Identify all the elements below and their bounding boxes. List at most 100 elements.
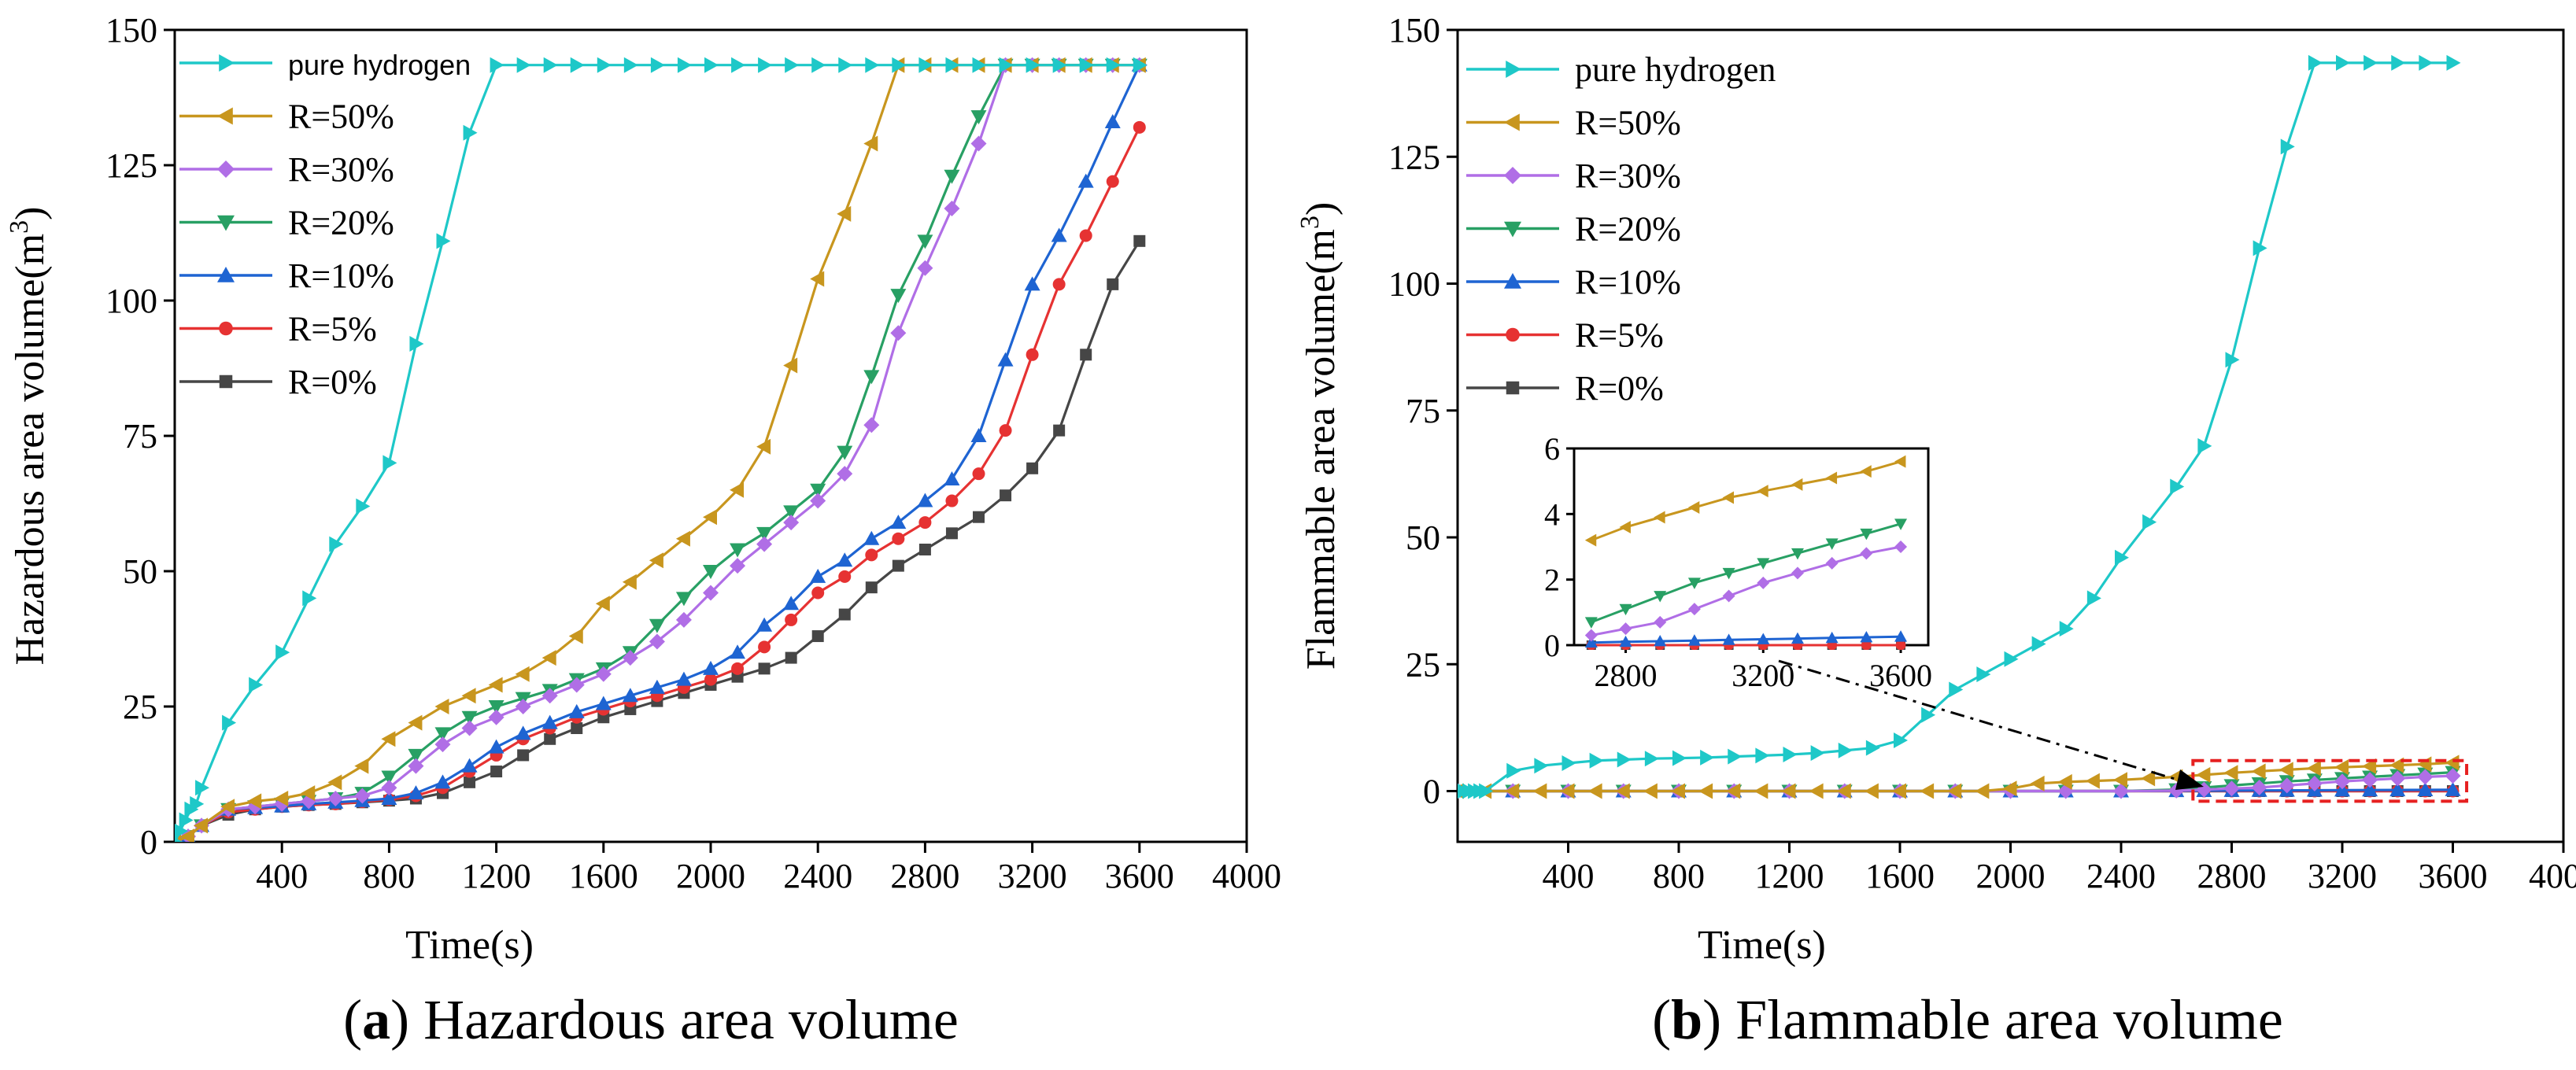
data-point-pure-hydrogen (179, 812, 194, 828)
data-point-r-0 (1080, 349, 1092, 361)
legend-label-r-0: R=0% (1575, 369, 1664, 408)
data-point-r-0 (544, 732, 556, 745)
data-point-r-10 (2334, 782, 2350, 797)
x-tick-label: 1600 (569, 857, 638, 895)
data-point-r-30 (2389, 770, 2406, 787)
legend: pure hydrogen R=50% R=30% R=20% R=10% R=5% R=0… (179, 49, 471, 401)
data-point-pure-hydrogen (175, 837, 183, 842)
data-point-r-30 (354, 788, 371, 804)
data-point-r-10 (837, 552, 853, 567)
x-tick-label: 3600 (2419, 857, 2488, 895)
inset-x-tick-label: 3600 (1869, 658, 1932, 693)
data-point-r-10 (2389, 782, 2406, 797)
x-tick-label: 400 (1543, 857, 1595, 895)
data-point-r-30 (944, 201, 960, 217)
data-point-r-50 (1947, 783, 1962, 799)
inset-data-point-r-5 (1861, 640, 1872, 650)
figure-caption: (a) Hazardous area volume (343, 988, 959, 1051)
data-point-r-0 (838, 608, 851, 621)
inset-data-point-r-30 (1825, 556, 1839, 570)
callout-arrow-line (1778, 659, 2189, 784)
data-point-r-5 (1106, 175, 1119, 188)
caption-open-paren: ( (343, 988, 362, 1051)
data-point-r-50 (2002, 780, 2017, 797)
inset-data-point-r-10 (1687, 634, 1701, 646)
data-point-pure-hydrogen (2004, 651, 2019, 667)
inset-data-point-r-10 (1619, 635, 1632, 648)
data-point-pure-hydrogen (1838, 742, 1853, 758)
data-point-pure-hydrogen (2225, 352, 2240, 368)
data-point-r-0 (973, 511, 985, 523)
data-point-pure-hydrogen (249, 677, 264, 693)
data-point-r-50 (1505, 783, 1520, 799)
data-point-pure-hydrogen (758, 57, 773, 73)
data-point-r-20 (944, 169, 960, 184)
data-point-r-10 (970, 428, 987, 442)
y-tick-label: 75 (1406, 392, 1440, 430)
data-point-r-5 (865, 548, 878, 562)
data-point-r-20 (703, 565, 719, 579)
data-point-pure-hydrogen (383, 455, 397, 471)
inset-data-point-r-30 (1860, 547, 1873, 560)
data-point-r-5 (972, 467, 985, 481)
y-tick-label: 75 (123, 417, 157, 456)
y-axis-label-close: ) (8, 207, 53, 220)
x-tick-label: 3600 (1105, 857, 1174, 895)
y-axis-label-text: Flammable area volume(m (1299, 229, 1343, 670)
y-tick-label: 50 (1406, 518, 1440, 557)
data-point-r-50 (1781, 783, 1796, 799)
data-point-r-50 (327, 774, 342, 791)
data-point-r-30 (756, 536, 773, 552)
inset-data-point-r-30 (1584, 629, 1598, 642)
data-point-r-5 (785, 613, 798, 626)
legend-marker-r-5 (219, 321, 233, 336)
legend-marker-r-10 (1504, 273, 1521, 289)
y-axis-label-superscript: 3 (5, 220, 34, 234)
data-point-r-50 (2085, 773, 2100, 789)
x-tick-label: 1200 (1755, 857, 1824, 895)
data-point-r-10 (649, 679, 665, 694)
caption-text: Flammable area volume (1735, 988, 2283, 1051)
data-point-pure-hydrogen (785, 57, 800, 73)
data-point-r-0 (571, 722, 583, 735)
data-point-r-10 (461, 758, 478, 773)
data-point-r-50 (1975, 783, 1990, 799)
data-point-r-50 (488, 677, 503, 693)
data-point-r-10 (595, 696, 612, 710)
inset-series-line-r-10 (1591, 635, 1902, 644)
legend-label-r-10: R=10% (1575, 263, 1681, 301)
data-point-r-5 (1079, 229, 1092, 242)
data-point-pure-hydrogen (1106, 57, 1121, 73)
inset-data-point-r-10 (1894, 630, 1908, 642)
inset-data-point-r-20 (1584, 617, 1598, 629)
y-tick-label: 125 (1388, 138, 1440, 176)
legend-label-pure-hydrogen: pure hydrogen (288, 49, 471, 81)
callout-arrowhead (2175, 769, 2204, 790)
data-point-r-30 (622, 650, 638, 666)
data-point-r-30 (917, 260, 933, 276)
data-point-r-50 (730, 482, 745, 498)
inset-data-point-r-50 (1860, 465, 1872, 478)
data-point-r-50 (220, 799, 235, 815)
x-tick-label: 3200 (998, 857, 1067, 895)
data-point-r-5 (838, 570, 852, 583)
x-tick-label: 400 (256, 857, 308, 895)
data-point-r-0 (785, 651, 797, 664)
data-point-pure-hydrogen (1783, 747, 1798, 763)
inset-data-point-r-10 (1825, 631, 1839, 644)
data-point-r-50 (837, 205, 852, 222)
x-tick-label: 4000 (1212, 857, 1281, 895)
data-point-pure-hydrogen (436, 233, 451, 249)
data-point-r-30 (327, 790, 344, 806)
legend-label-r-50: R=50% (1575, 104, 1681, 142)
y-axis-label-text: Hazardous area volume(m (8, 234, 53, 666)
data-point-r-30 (2362, 772, 2378, 788)
data-point-r-50 (2057, 773, 2072, 790)
data-point-r-30 (810, 493, 826, 509)
inset-data-point-r-20 (1687, 577, 1701, 589)
inset-y-tick-label: 0 (1544, 628, 1560, 663)
data-point-r-30 (488, 709, 504, 725)
inset-data-point-r-20 (1791, 548, 1804, 560)
data-point-r-30 (2445, 768, 2461, 784)
data-point-r-30 (837, 466, 853, 482)
